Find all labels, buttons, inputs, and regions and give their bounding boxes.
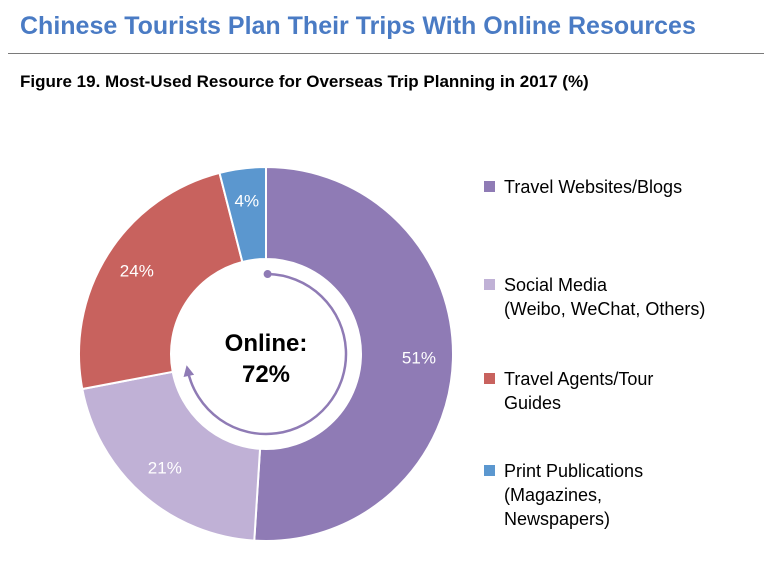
legend-swatch <box>484 373 495 384</box>
donut-center-label: Online: 72% <box>186 328 346 390</box>
arc-arrowhead <box>183 365 195 377</box>
online-share-arc <box>186 272 348 436</box>
center-label-line2: 72% <box>241 361 291 388</box>
arc-start-dot <box>263 270 272 279</box>
legend-item-travel-websites: Travel Websites/Blogs <box>484 175 682 199</box>
donut-slice-travel-agents <box>78 171 244 391</box>
data-label-travel-agents: 24% <box>120 262 154 281</box>
legend-swatch <box>484 465 495 476</box>
legend-item-travel-agents: Travel Agents/Tour Guides <box>484 367 653 415</box>
center-label-line1: Online: <box>224 330 308 357</box>
donut-slice-social-media <box>81 370 262 542</box>
donut-slice-print-publications <box>218 165 267 264</box>
legend-item-social-media: Social Media (Weibo, WeChat, Others) <box>484 273 705 321</box>
legend-swatch <box>484 279 495 290</box>
legend-swatch <box>484 181 495 192</box>
legend-label: Travel Agents/Tour Guides <box>504 369 654 413</box>
legend-label: Travel Websites/Blogs <box>504 177 683 197</box>
legend-label: Print Publications (Magazines, Newspaper… <box>504 461 644 529</box>
donut-slice-travel-websites <box>253 165 454 542</box>
chart-title: Figure 19. Most-Used Resource for Overse… <box>20 72 589 91</box>
title-divider <box>8 53 764 54</box>
legend-item-print-publications: Print Publications (Magazines, Newspaper… <box>484 459 643 531</box>
data-label-social-media: 21% <box>148 458 182 477</box>
data-label-travel-websites: 51% <box>402 348 436 367</box>
page-title: Chinese Tourists Plan Their Trips With O… <box>20 12 696 40</box>
data-label-print-publications: 4% <box>235 192 260 211</box>
legend-label: Social Media (Weibo, WeChat, Others) <box>504 275 706 319</box>
